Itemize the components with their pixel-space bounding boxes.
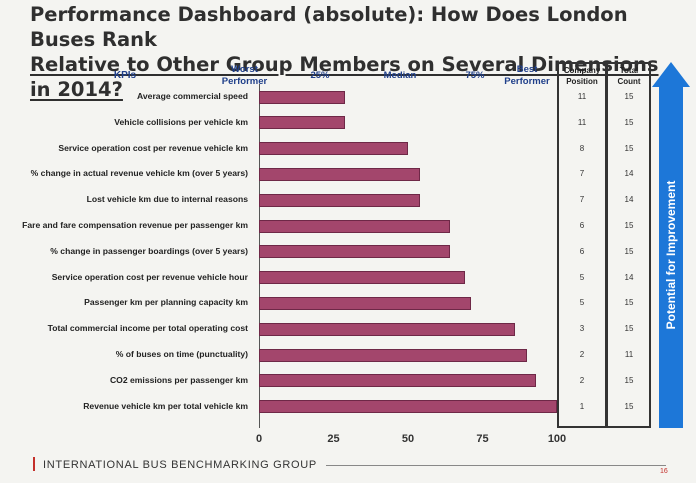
footer-accent-bar — [33, 457, 35, 471]
kpi-label: Vehicle collisions per vehicle km — [114, 116, 248, 127]
total-count-cell: 15 — [624, 375, 634, 385]
total-count-cell: 14 — [624, 272, 634, 282]
kpi-label: CO2 emissions per passenger km — [109, 374, 248, 385]
total-count-cell: 15 — [624, 143, 634, 153]
bar — [259, 116, 346, 130]
company-position-cell: 7 — [579, 169, 585, 179]
improvement-arrow-head-icon — [652, 62, 690, 87]
kpi-label: Average commercial speed — [137, 91, 248, 101]
bar — [259, 90, 346, 104]
kpi-label: Total commercial income per total operat… — [47, 323, 248, 334]
company-position-cell: 7 — [579, 195, 585, 205]
kpi-label: % of buses on time (punctuality) — [115, 349, 248, 359]
bar — [259, 219, 450, 233]
total-count-cell: 15 — [624, 401, 634, 411]
improvement-arrow-label: Potential for Improvement — [664, 180, 678, 330]
kpi-label: Service operation cost per revenue vehic… — [58, 142, 248, 153]
p25-header: 25% — [310, 70, 330, 81]
company-position-column — [557, 62, 607, 428]
company-position-cell: 11 — [577, 117, 587, 127]
total-count-cell: 15 — [624, 246, 634, 256]
improvement-arrow — [659, 85, 683, 428]
kpi-label: Revenue vehicle km per total vehicle km — [83, 400, 248, 411]
bar — [259, 245, 450, 259]
company-position-cell: 1 — [579, 401, 585, 411]
total-count-cell: 15 — [624, 117, 634, 127]
bar — [259, 193, 420, 207]
total-count-cell: 15 — [624, 298, 634, 308]
total-count-cell: 14 — [624, 169, 634, 179]
kpi-label: Fare and fare compensation revenue per p… — [22, 220, 248, 230]
total-count-header: Total Count — [617, 66, 641, 86]
bar — [259, 374, 537, 388]
company-position-cell: 6 — [579, 246, 585, 256]
company-position-header: Company Position — [563, 66, 601, 86]
company-position-cell: 5 — [579, 272, 585, 282]
company-position-cell: 2 — [579, 375, 585, 385]
total-count-cell: 11 — [624, 350, 634, 359]
x-tick-label: 0 — [255, 433, 263, 445]
kpi-label: Lost vehicle km due to internal reasons — [86, 194, 248, 205]
company-position-cell: 5 — [579, 298, 585, 308]
total-count-cell: 14 — [624, 195, 634, 205]
x-tick-label: 50 — [401, 433, 415, 445]
bar — [259, 296, 471, 310]
bar — [259, 322, 516, 336]
x-tick-label: 75 — [476, 433, 489, 445]
bar — [259, 271, 465, 285]
total-count-column — [607, 62, 651, 428]
company-position-cell: 3 — [579, 324, 585, 334]
chart-title: Performance Dashboard (absolute): How Do… — [30, 2, 680, 102]
x-tick-label: 100 — [547, 433, 567, 445]
worst-performer-header: Worst Performer — [221, 64, 268, 87]
total-count-cell: 15 — [624, 221, 634, 230]
bar — [259, 400, 557, 414]
company-position-cell: 8 — [579, 143, 585, 153]
footer-divider — [326, 465, 666, 466]
title-line-1: Performance Dashboard (absolute): How Do… — [30, 3, 628, 51]
company-position-cell: 2 — [579, 350, 585, 359]
bar — [259, 167, 420, 181]
title-line-2: Relative to Other Group Members on Sever… — [30, 53, 659, 101]
kpis-header: KPIs — [113, 70, 137, 81]
bar — [259, 142, 408, 156]
total-count-cell: 15 — [624, 324, 634, 334]
p75-header: 75% — [465, 70, 485, 81]
x-tick-label: 25 — [327, 433, 340, 445]
footer-org-name: INTERNATIONAL BUS BENCHMARKING GROUP — [43, 459, 317, 471]
best-performer-header: Best Performer — [504, 64, 550, 87]
company-position-cell: 11 — [577, 92, 587, 101]
company-position-cell: 6 — [579, 221, 585, 230]
total-count-cell: 15 — [624, 92, 634, 101]
bar — [259, 348, 528, 362]
kpi-label: Passenger km per planning capacity km — [84, 297, 248, 308]
median-header: Median — [383, 70, 417, 81]
kpi-label: % change in passenger boardings (over 5 … — [50, 245, 248, 256]
kpi-label: Service operation cost per revenue vehic… — [51, 271, 248, 282]
page-number: 16 — [660, 468, 668, 475]
kpi-label: % change in actual revenue vehicle km (o… — [30, 168, 248, 179]
